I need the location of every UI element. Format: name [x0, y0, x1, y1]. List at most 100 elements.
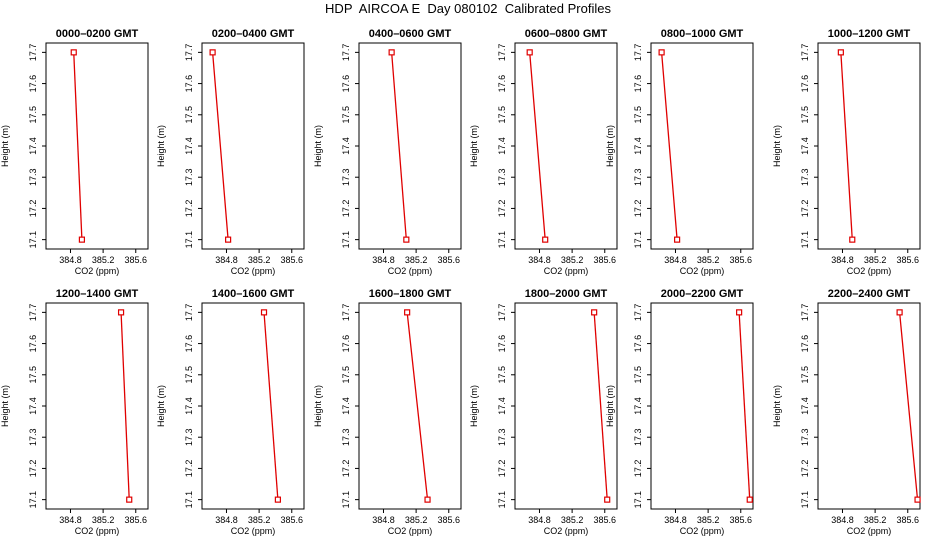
x-axis-label: CO2 (ppm) — [544, 526, 589, 536]
y-axis-label: Height (m) — [469, 385, 479, 427]
data-point — [658, 49, 665, 56]
series-line — [406, 312, 429, 500]
x-tick-label: 385.6 — [124, 255, 147, 265]
data-point — [746, 496, 753, 503]
x-tick-label: 385.6 — [280, 255, 303, 265]
y-tick-label: 17.1 — [633, 491, 643, 509]
series-line — [211, 52, 229, 240]
series-line — [390, 52, 407, 240]
data-point — [78, 236, 86, 243]
y-tick-label: 17.4 — [633, 137, 643, 155]
data-point — [388, 49, 395, 56]
y-tick-label: 17.5 — [341, 366, 351, 384]
y-tick-label: 17.5 — [800, 366, 810, 384]
x-tick-label: 385.6 — [593, 255, 616, 265]
y-tick-label: 17.3 — [28, 168, 38, 186]
x-tick-label: 385.2 — [561, 515, 584, 525]
x-axis-label: CO2 (ppm) — [231, 266, 276, 276]
y-tick-label: 17.5 — [497, 366, 507, 384]
x-tick-label: 385.6 — [437, 255, 460, 265]
y-tick-label: 17.6 — [800, 75, 810, 93]
data-point — [604, 496, 611, 503]
x-tick-label: 384.8 — [664, 515, 687, 525]
series-line — [263, 312, 279, 500]
data-point — [591, 309, 598, 316]
y-tick-label: 17.6 — [184, 335, 194, 353]
y-tick-label: 17.2 — [184, 460, 194, 478]
y-tick-label: 17.2 — [341, 200, 351, 218]
y-tick-label: 17.2 — [633, 200, 643, 218]
panel-title: 1000–1200 GMT — [828, 28, 911, 40]
x-tick-label: 385.6 — [280, 515, 303, 525]
y-tick-label: 17.4 — [497, 397, 507, 415]
data-point — [526, 49, 533, 56]
data-point — [70, 49, 77, 56]
y-tick-label: 17.2 — [28, 460, 38, 478]
y-tick-label: 17.7 — [28, 304, 38, 322]
panel-title: 2200–2400 GMT — [828, 288, 911, 300]
x-tick-label: 384.8 — [59, 255, 82, 265]
y-tick-label: 17.3 — [184, 428, 194, 446]
x-tick-label: 385.2 — [405, 255, 428, 265]
y-tick-label: 17.3 — [28, 428, 38, 446]
panel-5: 0800–1000 GMT 384.8 385.2 385.6 17.1 17.2 17.3… — [605, 28, 754, 276]
y-tick-label: 17.3 — [184, 168, 194, 186]
x-tick-label: 384.8 — [372, 255, 395, 265]
y-tick-label: 17.3 — [497, 428, 507, 446]
y-tick-label: 17.2 — [497, 460, 507, 478]
y-tick-label: 17.1 — [184, 491, 194, 509]
y-tick-label: 17.4 — [341, 397, 351, 415]
plot-frame — [650, 42, 754, 250]
y-tick-label: 17.6 — [341, 75, 351, 93]
x-tick-label: 384.8 — [664, 255, 687, 265]
y-tick-label: 17.2 — [800, 200, 810, 218]
y-tick-label: 17.6 — [633, 75, 643, 93]
y-tick-label: 17.1 — [800, 231, 810, 249]
x-tick-label: 385.6 — [729, 515, 752, 525]
x-axis-label: CO2 (ppm) — [231, 526, 276, 536]
y-axis-label: Height (m) — [469, 125, 479, 167]
x-tick-label: 385.6 — [437, 515, 460, 525]
y-tick-label: 17.4 — [341, 137, 351, 155]
y-tick-label: 17.2 — [633, 460, 643, 478]
x-tick-label: 385.6 — [593, 515, 616, 525]
y-tick-label: 17.7 — [497, 44, 507, 62]
y-tick-label: 17.7 — [341, 304, 351, 322]
x-axis-label: CO2 (ppm) — [847, 526, 892, 536]
y-tick-label: 17.4 — [800, 137, 810, 155]
series-line — [840, 52, 853, 240]
plot-frame — [45, 302, 149, 510]
data-point — [225, 236, 232, 243]
data-point — [849, 236, 856, 243]
y-tick-label: 17.6 — [28, 335, 38, 353]
data-point — [914, 496, 921, 503]
x-tick-label: 385.2 — [248, 515, 271, 525]
panel-9: 1600–1800 GMT 384.8 385.2 385.6 17.1 17.2 17.3… — [313, 288, 462, 536]
panel-title: 1800–2000 GMT — [525, 288, 608, 300]
series-line — [660, 52, 678, 240]
x-axis-label: CO2 (ppm) — [680, 266, 725, 276]
panel-3: 0400–0600 GMT 384.8 385.2 385.6 17.1 17.2 17.3… — [313, 28, 462, 276]
y-tick-label: 17.5 — [341, 106, 351, 124]
y-tick-label: 17.3 — [633, 428, 643, 446]
y-tick-label: 17.7 — [633, 44, 643, 62]
panel-10: 1800–2000 GMT 384.8 385.2 385.6 17.1 17.2 17.3… — [469, 288, 618, 536]
x-axis-label: CO2 (ppm) — [680, 526, 725, 536]
plot-frame — [514, 42, 618, 250]
y-tick-label: 17.7 — [497, 304, 507, 322]
x-axis-label: CO2 (ppm) — [75, 266, 120, 276]
y-axis-label: Height (m) — [0, 125, 10, 167]
x-tick-label: 385.2 — [864, 255, 887, 265]
series-line — [529, 52, 546, 240]
x-axis-label: CO2 (ppm) — [388, 526, 433, 536]
data-point — [736, 309, 743, 316]
figure-title: HDP AIRCOA E Day 080102 Calibrated Profi… — [325, 1, 611, 16]
x-tick-label: 384.8 — [528, 515, 551, 525]
x-tick-label: 384.8 — [59, 515, 82, 525]
y-tick-label: 17.4 — [633, 397, 643, 415]
y-tick-label: 17.6 — [497, 335, 507, 353]
y-axis-label: Height (m) — [313, 385, 323, 427]
x-tick-label: 385.2 — [248, 255, 271, 265]
x-tick-label: 384.8 — [215, 255, 238, 265]
x-axis-label: CO2 (ppm) — [544, 266, 589, 276]
